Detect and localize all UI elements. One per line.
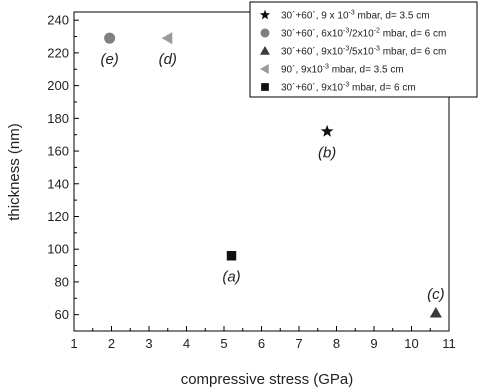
legend-marker-square — [261, 83, 269, 91]
x-tick-label: 6 — [258, 336, 265, 351]
y-tick-label: 240 — [47, 13, 69, 28]
legend: 30´+60`, 9 x 10-3 mbar, d= 3.5 cm 30´+60´… — [249, 1, 478, 98]
x-tick-label: 11 — [442, 336, 456, 351]
x-tick-label: 9 — [370, 336, 377, 351]
y-axis-label: thickness (nm) — [6, 123, 23, 221]
y-tick-label: 200 — [47, 78, 69, 93]
y-tick-label: 120 — [47, 209, 69, 224]
x-tick-label: 7 — [295, 336, 302, 351]
legend-marker-triangle-left — [260, 64, 269, 74]
axes: 1 2 3 4 5 6 7 8 9 10 11 60 80 100 120 140 160 180 200 220 24… — [47, 11, 456, 351]
x-tick-label: 8 — [333, 336, 340, 351]
legend-marker-triangle-up — [260, 46, 270, 55]
y-tick-label: 180 — [47, 111, 69, 126]
data-point-star — [320, 124, 334, 137]
legend-marker-star — [259, 9, 271, 20]
legend-marker-circle — [260, 28, 270, 38]
y-tick-label: 140 — [47, 176, 69, 191]
legend-entry: 30´+60´, 9x10-3 mbar, d= 6 cm — [281, 82, 416, 94]
legend-entry: 30´+60´, 6x10-3/2x10-2 mbar, d= 6 cm — [281, 28, 446, 40]
y-tick-label: 160 — [47, 144, 69, 159]
point-label: (e) — [100, 51, 118, 68]
legend-entry: 90´, 9x10-3 mbar, d= 3.5 cm — [281, 64, 404, 76]
data-point-triangle-up — [429, 306, 442, 318]
data-point-triangle-left — [161, 32, 173, 45]
legend-box — [249, 1, 478, 98]
y-tick-label: 80 — [55, 274, 69, 289]
point-label: (b) — [318, 144, 336, 161]
x-tick-label: 1 — [70, 336, 77, 351]
x-tick-label: 4 — [183, 336, 190, 351]
data-point-circle — [104, 32, 116, 44]
legend-entry: 30´+60´, 9x10-3/5x10-3 mbar, d= 6 cm — [281, 46, 446, 58]
y-tick-label: 220 — [47, 45, 69, 60]
data-points: (b) (e) (c) (d) (a) — [100, 32, 445, 318]
x-tick-label: 5 — [220, 336, 227, 351]
y-tick-label: 60 — [55, 307, 69, 322]
x-tick-label: 3 — [145, 336, 152, 351]
point-label: (d) — [159, 51, 177, 68]
x-axis-label: compressive stress (GPa) — [181, 371, 354, 388]
x-tick-label: 10 — [404, 336, 418, 351]
point-label: (a) — [222, 269, 240, 286]
legend-entry: 30´+60`, 9 x 10-3 mbar, d= 3.5 cm — [281, 10, 430, 22]
point-label: (c) — [427, 286, 445, 303]
y-tick-label: 100 — [47, 242, 69, 257]
x-tick-label: 2 — [108, 336, 115, 351]
data-point-square — [226, 251, 237, 261]
